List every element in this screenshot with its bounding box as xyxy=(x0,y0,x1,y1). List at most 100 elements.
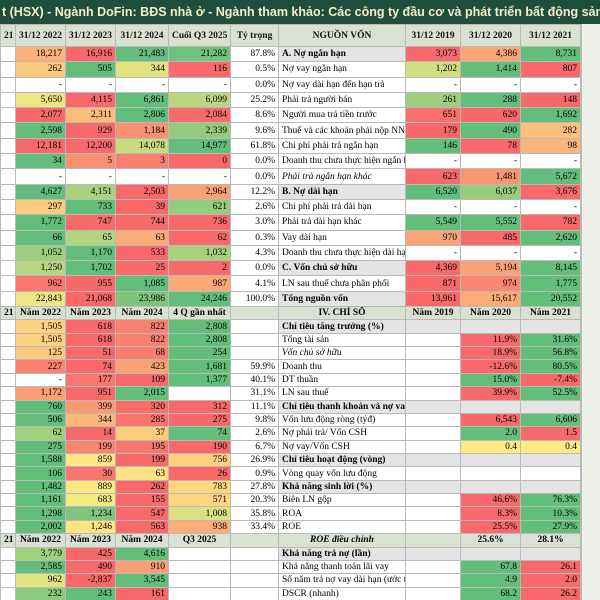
row: 21 31/12 2022 31/12 2023 31/12 2024 Cuối Q3 … xyxy=(0,24,581,47)
cell: 0.0% xyxy=(230,260,279,277)
cell xyxy=(168,573,231,588)
cell xyxy=(405,533,461,548)
cell: 62 xyxy=(15,426,66,441)
cell: 344 xyxy=(115,61,169,78)
row: 232 243 161 DSCR (nhanh) 68.2 26.2 xyxy=(0,586,581,600)
cell: Năm 2023 xyxy=(65,306,116,321)
cell: - xyxy=(405,198,461,216)
cell: 161 xyxy=(115,586,169,600)
cell: 15,617 xyxy=(460,290,521,308)
row: 1,052 1,170 533 1,032 4.3% Doanh thu chưa thự… xyxy=(0,244,581,262)
cell: 1.5 xyxy=(520,426,581,441)
cell xyxy=(460,546,521,561)
cell: Năm 2023 xyxy=(65,533,116,548)
cell: 68.2 xyxy=(460,586,521,600)
cell: 21 xyxy=(0,306,16,321)
cell: 344 xyxy=(65,412,116,428)
cell: 13,961 xyxy=(405,290,461,308)
cell: 87.8% xyxy=(230,45,279,63)
cell: - xyxy=(65,76,116,93)
cell: 25 xyxy=(115,260,169,277)
cell xyxy=(405,372,461,388)
cell: 243 xyxy=(65,586,116,600)
cell: 423 xyxy=(115,359,169,374)
cell xyxy=(0,168,16,185)
row: 962 -2,837 3,545 Số năm trả nợ vay dài hạn … xyxy=(0,573,581,588)
row: 2,077 2,311 2,806 2,084 8.6% Người mua trả ti… xyxy=(0,107,581,124)
cell xyxy=(168,586,231,600)
cell: - xyxy=(168,168,231,185)
cell: 100.0% xyxy=(230,290,279,308)
cell: 35.8% xyxy=(230,506,279,521)
cell: 190 xyxy=(168,439,231,455)
cell: 1,481 xyxy=(460,168,521,185)
cell xyxy=(0,229,16,246)
cell: 756 xyxy=(168,452,231,468)
cell: 6,606 xyxy=(520,412,581,428)
cell: - xyxy=(15,76,66,93)
cell: 6,520 xyxy=(405,183,461,200)
cell: 39 xyxy=(115,198,169,216)
row: 506 344 285 275 9.8% Vốn lưu động ròng (tỷđ) 6… xyxy=(0,412,581,428)
cell: 955 xyxy=(65,275,116,292)
cell: 2,620 xyxy=(520,229,581,246)
cell: 623 xyxy=(405,168,461,185)
cell: - xyxy=(520,244,581,262)
row-label: Phải trả dài hạn khác xyxy=(278,214,406,231)
cell: 2,806 xyxy=(115,107,169,124)
cell xyxy=(0,466,16,481)
cell: 0.3% xyxy=(230,229,279,246)
cell: 8.3% xyxy=(460,506,521,521)
cell: 21,068 xyxy=(65,290,116,308)
cell: 76.3% xyxy=(520,493,581,508)
cell: 871 xyxy=(405,275,461,292)
cell: 1,184 xyxy=(115,122,169,139)
cell: 6,037 xyxy=(460,183,521,200)
cell: -7.4% xyxy=(520,372,581,388)
row-label: Tổng tài sản xyxy=(278,332,406,348)
cell: 938 xyxy=(168,519,231,535)
cell xyxy=(230,573,279,588)
cell xyxy=(460,452,521,468)
cell: 31/12 2023 xyxy=(65,24,116,47)
cell: 2.6% xyxy=(230,426,279,441)
cell: 285 xyxy=(115,412,169,428)
cell: 5,552 xyxy=(460,214,521,231)
row: 21 Năm 2022 Năm 2023 Năm 2024 4 Q gần nhất IV… xyxy=(0,306,581,321)
cell xyxy=(0,290,16,308)
cell: 822 xyxy=(115,319,169,334)
cell: 4.1% xyxy=(230,275,279,292)
cell: 31/12 2020 xyxy=(460,24,521,47)
cell xyxy=(168,386,231,401)
cell: 227 xyxy=(15,359,66,374)
row: 1,588 859 199 756 26.9% Chỉ tiêu hoạt động (v… xyxy=(0,452,581,468)
cell: 1,414 xyxy=(460,61,521,78)
cell: 490 xyxy=(65,559,116,575)
cell xyxy=(0,61,16,78)
row: 1,505 618 822 2,808 Tổng tài sản 11.9% 31.6% xyxy=(0,332,581,348)
cell xyxy=(405,546,461,561)
row: 2,598 929 1,184 2,339 9.6% Thuế và các khoản … xyxy=(0,122,581,139)
cell: 275 xyxy=(15,439,66,455)
cell: 962 xyxy=(15,573,66,588)
cell xyxy=(0,346,16,361)
cell: Q3 2025 xyxy=(168,533,231,548)
cell xyxy=(230,586,279,600)
cell: 5,672 xyxy=(520,168,581,185)
cell: 620 xyxy=(460,107,521,124)
cell: 1,250 xyxy=(15,260,66,277)
row-label: Chi phí phải trả dài hạn xyxy=(278,198,406,216)
cell: 1,702 xyxy=(65,260,116,277)
cell xyxy=(405,519,461,535)
row-label: ROE xyxy=(278,519,406,535)
cell: 116 xyxy=(168,61,231,78)
row-label: Nợ phải trả/ Vốn CSH xyxy=(278,426,406,441)
cell: 3,676 xyxy=(520,183,581,200)
cell xyxy=(0,546,16,561)
cell: 8,145 xyxy=(520,260,581,277)
cell: 1,234 xyxy=(65,506,116,521)
cell: 889 xyxy=(65,479,116,495)
cell: 15.0% xyxy=(460,372,521,388)
cell: 27.9% xyxy=(520,519,581,535)
cell: 1,505 xyxy=(15,319,66,334)
